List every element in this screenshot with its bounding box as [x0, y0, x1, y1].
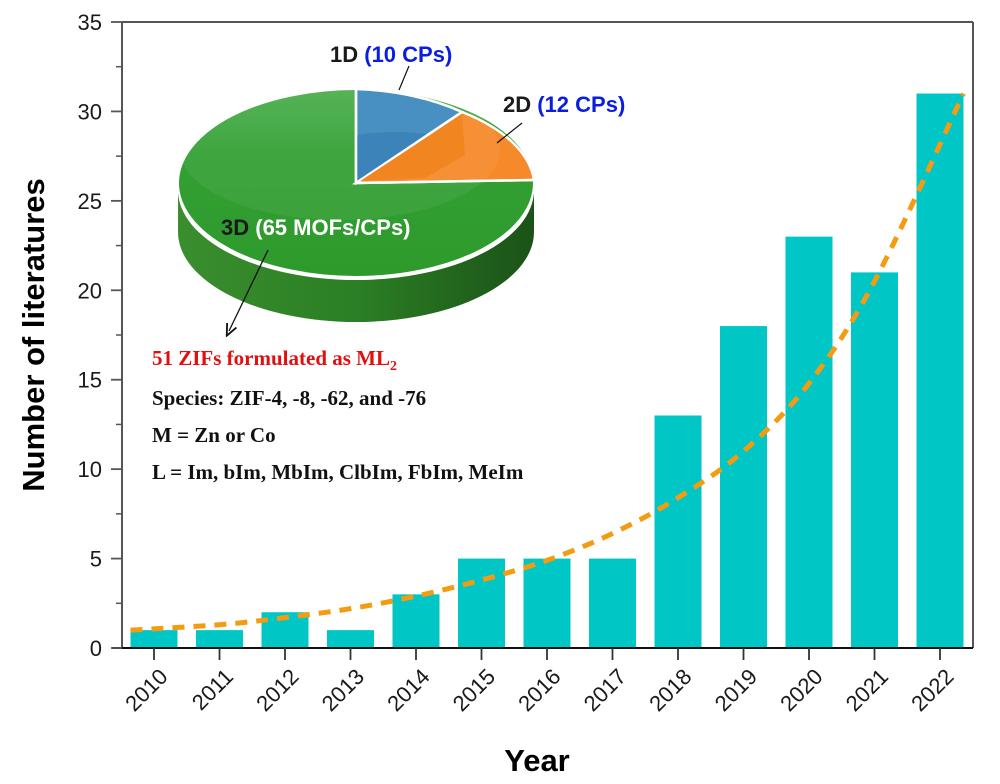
bar-2020: [785, 236, 833, 648]
bar-2017: [589, 558, 636, 648]
exponential-trendline: [130, 92, 966, 633]
bars: [130, 93, 964, 649]
y-tick-label: 5: [90, 547, 102, 572]
bar-2021: [851, 272, 898, 648]
x-tick-label: 2019: [710, 664, 762, 716]
y-tick-label: 30: [78, 99, 102, 124]
x-tick-label: 2013: [317, 664, 369, 716]
bar-2019: [720, 326, 767, 648]
annotation-line: M = Zn or Co: [152, 423, 276, 447]
zif-annotation: 51 ZIFs formulated as ML2 Species: ZIF-4…: [152, 346, 524, 484]
x-tick-label: 2010: [120, 664, 172, 716]
x-tick-label: 2020: [775, 664, 827, 716]
x-tick-label: 2017: [579, 664, 631, 716]
y-tick-label: 20: [78, 278, 102, 303]
pie-label-2d: 2D (12 CPs): [503, 92, 625, 117]
x-axis-ticks: 2010 2011 2012 2013 2014 2015 2016 2017 2018 2019…: [120, 648, 959, 716]
x-tick-label: 2012: [251, 664, 303, 716]
bar-2011: [196, 630, 243, 648]
x-tick-label: 2016: [513, 664, 565, 716]
leader-line-1d: [398, 65, 410, 91]
x-tick-label: 2011: [187, 664, 238, 715]
pie-chart-inset: 1D (10 CPs) 2D (12 CPs) 3D (65 MOFs/CPs): [177, 42, 625, 331]
x-tick-label: 2014: [382, 664, 434, 716]
pie-center-line: [355, 178, 535, 185]
x-tick-label: 2015: [448, 664, 500, 716]
y-tick-label: 10: [78, 457, 102, 482]
bar-2018: [654, 415, 702, 648]
bar-2014: [392, 594, 440, 648]
pie-label-1d: 1D (10 CPs): [330, 42, 452, 67]
y-axis-title: Number of literatures: [16, 178, 51, 492]
y-tick-label: 15: [78, 368, 102, 393]
arrow-3d-to-note: [229, 249, 269, 331]
y-tick-label: 35: [78, 10, 102, 35]
annotation-line: L = Im, bIm, MbIm, ClbIm, FbIm, MeIm: [152, 460, 524, 484]
bar-2016: [523, 558, 571, 648]
bar-2013: [327, 630, 374, 648]
pie-label-3d: 3D (65 MOFs/CPs): [221, 215, 411, 240]
bar-2010: [130, 630, 178, 648]
x-tick-label: 2022: [906, 664, 958, 716]
pie-gloss: [180, 80, 500, 220]
y-axis-ticks: 0 5 10 15 20 25 30 35: [78, 10, 122, 661]
annotation-line: Species: ZIF-4, -8, -62, and -76: [152, 386, 426, 410]
bar-2015: [458, 558, 505, 648]
pie-3d-side: [178, 190, 534, 322]
pie-slice-2d-shade: [360, 114, 465, 181]
x-axis-title: Year: [504, 743, 570, 778]
y-tick-label: 25: [78, 189, 102, 214]
bar-2022: [916, 93, 964, 649]
annotation-headline: 51 ZIFs formulated as ML2: [152, 346, 397, 374]
trendline: [130, 92, 966, 633]
x-tick-label: 2018: [644, 664, 696, 716]
leader-line-2d: [496, 122, 523, 144]
x-tick-label: 2021: [841, 664, 893, 716]
y-tick-label: 0: [90, 636, 102, 661]
